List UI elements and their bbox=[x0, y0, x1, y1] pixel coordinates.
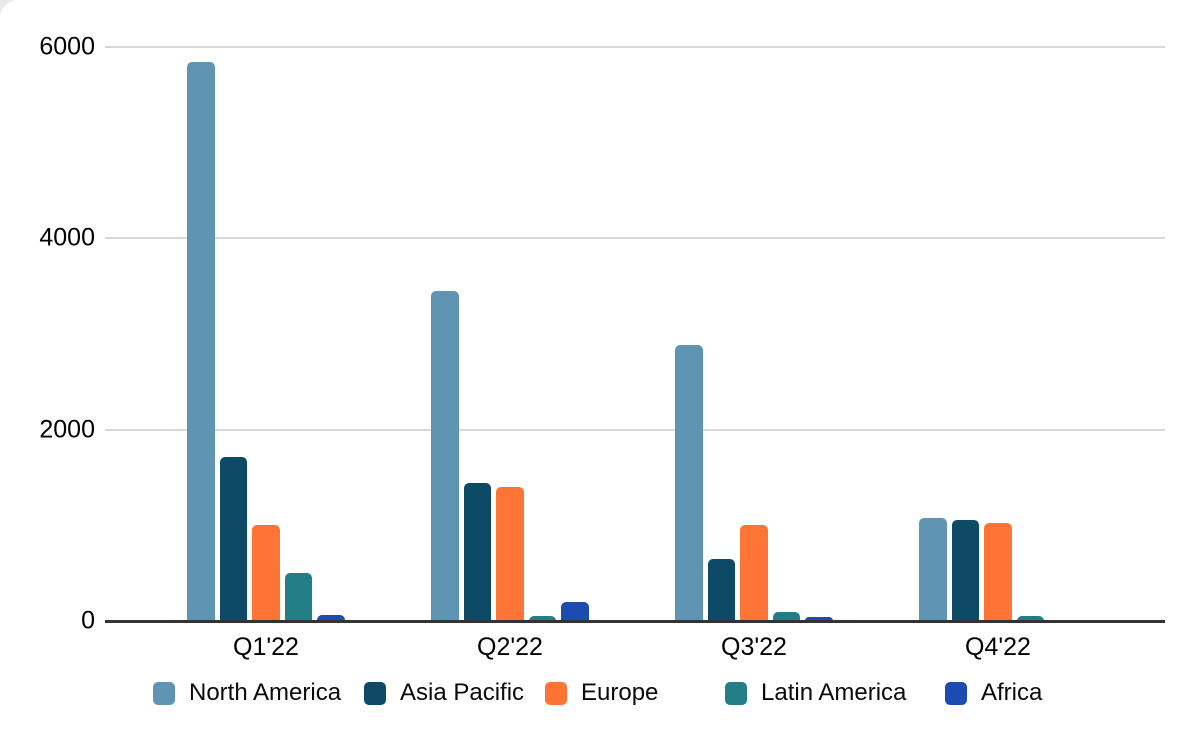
legend-label-latin-america: Latin America bbox=[761, 679, 907, 706]
gridline-2000 bbox=[105, 428, 1165, 431]
bar-north-america-q2-22[interactable] bbox=[431, 290, 459, 621]
legend-label-africa: Africa bbox=[981, 679, 1043, 706]
y-tick-label-4000: 4000 bbox=[39, 223, 95, 252]
x-tick-label-q4-22: Q4'22 bbox=[965, 633, 1031, 661]
legend-swatch-north-america-icon bbox=[153, 681, 175, 705]
y-tick-label-0: 0 bbox=[81, 606, 95, 635]
legend-swatch-africa-icon bbox=[945, 681, 967, 705]
legend-swatch-europe-icon bbox=[545, 681, 567, 705]
x-tick-label-q2-22: Q2'22 bbox=[477, 633, 543, 661]
gridline-4000 bbox=[105, 237, 1165, 239]
bar-north-america-q3-22[interactable] bbox=[675, 345, 703, 621]
bar-latin-america-q1-22[interactable] bbox=[284, 573, 313, 621]
bar-europe-q3-22[interactable] bbox=[740, 525, 768, 621]
bar-asia-pacific-q3-22[interactable] bbox=[707, 558, 736, 621]
bar-latin-america-q3-22[interactable] bbox=[772, 611, 801, 621]
gridline-6000 bbox=[105, 45, 1165, 48]
x-tick-label-q3-22: Q3'22 bbox=[721, 633, 787, 661]
y-tick-label-6000: 6000 bbox=[39, 32, 95, 60]
bar-asia-pacific-q1-22[interactable] bbox=[219, 457, 248, 621]
x-tick-label-q1-22: Q1'22 bbox=[233, 633, 299, 661]
y-tick-label-2000: 2000 bbox=[39, 415, 95, 443]
bar-north-america-q1-22[interactable] bbox=[187, 61, 215, 621]
legend-item-asia-pacific[interactable]: Asia Pacific bbox=[364, 679, 524, 707]
legend-label-north-america: North America bbox=[189, 679, 342, 706]
legend-item-africa[interactable]: Africa bbox=[945, 679, 1042, 707]
legend-item-north-america[interactable]: North America bbox=[153, 679, 341, 707]
bar-asia-pacific-q4-22[interactable] bbox=[951, 519, 980, 621]
bar-latin-america-q4-22[interactable] bbox=[1016, 615, 1045, 621]
bar-africa-q3-22[interactable] bbox=[805, 616, 833, 621]
legend-item-latin-america[interactable]: Latin America bbox=[725, 679, 906, 707]
bar-latin-america-q2-22[interactable] bbox=[528, 616, 557, 621]
bar-africa-q1-22[interactable] bbox=[317, 614, 345, 621]
bar-asia-pacific-q2-22[interactable] bbox=[463, 483, 492, 621]
legend-item-europe[interactable]: Europe bbox=[545, 679, 658, 707]
bar-africa-q2-22[interactable] bbox=[561, 601, 589, 621]
bar-north-america-q4-22[interactable] bbox=[919, 517, 947, 621]
x-axis-line bbox=[105, 620, 1165, 623]
legend-label-europe: Europe bbox=[581, 679, 659, 706]
legend-label-asia-pacific: Asia Pacific bbox=[400, 679, 525, 706]
legend-swatch-asia-pacific-icon bbox=[364, 681, 386, 705]
bar-europe-q2-22[interactable] bbox=[496, 486, 524, 621]
bar-europe-q4-22[interactable] bbox=[984, 523, 1012, 621]
legend-swatch-latin-america-icon bbox=[725, 681, 747, 705]
bar-europe-q1-22[interactable] bbox=[252, 525, 280, 621]
